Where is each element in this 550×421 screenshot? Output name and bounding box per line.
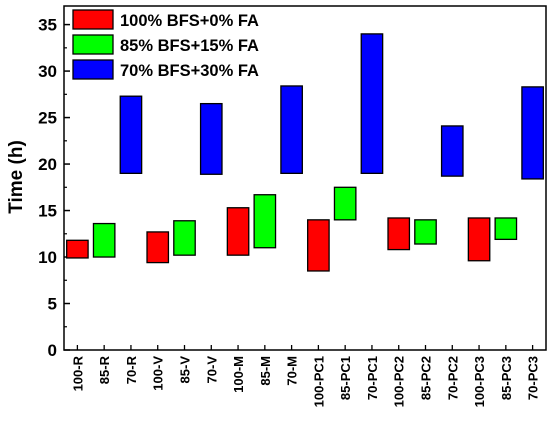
x-tick-label: 70-V: [204, 356, 219, 384]
legend-label: 70% BFS+30% FA: [120, 62, 259, 80]
x-tick-label: 85-PC3: [499, 356, 514, 400]
floating-bar: [333, 186, 357, 221]
legend-label: 100% BFS+0% FA: [120, 12, 259, 30]
x-tick-label: 85-PC2: [419, 356, 434, 400]
floating-bar: [146, 231, 170, 264]
y-tick-label: 25: [38, 109, 57, 128]
floating-bar: [414, 219, 437, 245]
floating-bar: [521, 86, 544, 180]
plot-area: 0 5 10 15 20 25 30 35 100-R 85-R 70-R 100-V 85-V 70-V…: [38, 5, 547, 407]
x-tick-label: 100-R: [70, 355, 85, 391]
y-tick-label: 10: [38, 248, 57, 267]
x-tick-label: 100-V: [151, 356, 166, 391]
floating-bar: [92, 222, 116, 258]
legend-label: 85% BFS+15% FA: [120, 37, 259, 55]
floating-bar: [387, 217, 411, 251]
y-tick-label: 20: [38, 155, 57, 174]
floating-bar: [307, 219, 330, 272]
x-tick-label: 70-R: [124, 355, 139, 384]
x-tick-label: 100-PC3: [472, 356, 487, 407]
y-tick-label: 0: [48, 341, 57, 360]
floating-bar: [66, 239, 89, 259]
floating-bar: [280, 85, 303, 175]
floating-bar: [494, 217, 518, 241]
y-tick-label: 5: [48, 295, 57, 314]
x-tick-label: 85-M: [258, 356, 273, 386]
floating-bar: [226, 207, 250, 256]
x-tick-label: 100-PC2: [392, 356, 407, 407]
floating-bar: [173, 220, 196, 256]
legend-swatch: [72, 59, 114, 80]
x-tick-label: 85-PC1: [338, 356, 353, 400]
floating-bar: [253, 194, 277, 249]
floating-bar: [467, 217, 491, 262]
floating-bar: [440, 125, 464, 177]
floating-bar: [360, 33, 384, 175]
y-tick-label: 15: [38, 202, 57, 221]
plot-frame: [63, 5, 547, 351]
x-tick-label: 70-M: [285, 356, 300, 386]
x-tick-label: 70-PC1: [365, 356, 380, 400]
y-tick-label: 30: [38, 62, 57, 81]
floating-bar: [119, 95, 143, 175]
floating-bar: [199, 102, 223, 175]
x-tick-label: 85-R: [97, 355, 112, 384]
x-tick-label: 100-M: [231, 356, 246, 393]
legend-swatch: [72, 9, 114, 30]
y-tick-label: 35: [38, 16, 57, 35]
x-tick-label: 100-PC1: [311, 356, 326, 407]
legend-swatch: [72, 34, 114, 55]
x-tick-label: 70-PC2: [445, 356, 460, 400]
y-axis-label: Time (h): [6, 140, 27, 214]
x-tick-label: 70-PC3: [526, 356, 541, 400]
x-tick-label: 85-V: [178, 356, 193, 384]
